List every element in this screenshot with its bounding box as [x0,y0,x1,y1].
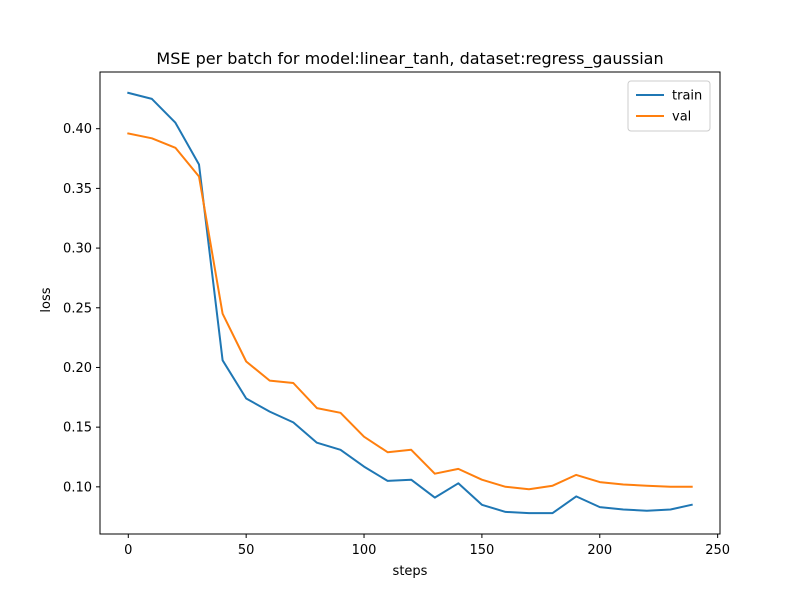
series-line-val [127,132,693,491]
x-tick-label: 50 [238,543,255,558]
y-tick-label: 0.40 [63,122,92,137]
plot-area [99,71,721,535]
x-tick-label: 100 [352,543,377,558]
y-axis: 0.10 0.15 0.20 0.25 0.30 0.35 0.40 [63,122,100,495]
y-tick-label: 0.10 [63,480,92,495]
series-line-train [127,91,693,515]
legend-label-val: val [672,110,691,125]
y-tick-label: 0.20 [63,361,92,376]
y-tick-label: 0.25 [63,301,92,316]
series-layer [127,91,693,515]
y-axis-label: loss [39,287,54,312]
x-tick-label: 0 [124,543,132,558]
y-tick-label: 0.35 [63,182,92,197]
y-tick-label: 0.30 [63,242,92,257]
x-tick-label: 150 [469,543,494,558]
legend-box [627,80,711,132]
x-axis: 0 50 100 150 200 250 [124,534,730,558]
x-tick-label: 250 [705,543,730,558]
x-tick-label: 200 [587,543,612,558]
y-tick-label: 0.15 [63,421,92,436]
legend-label-train: train [672,89,702,104]
plot-frame [99,71,721,535]
chart-title: MSE per batch for model:linear_tanh, dat… [156,49,663,69]
x-axis-label: steps [393,564,428,579]
legend: train val [627,80,711,132]
